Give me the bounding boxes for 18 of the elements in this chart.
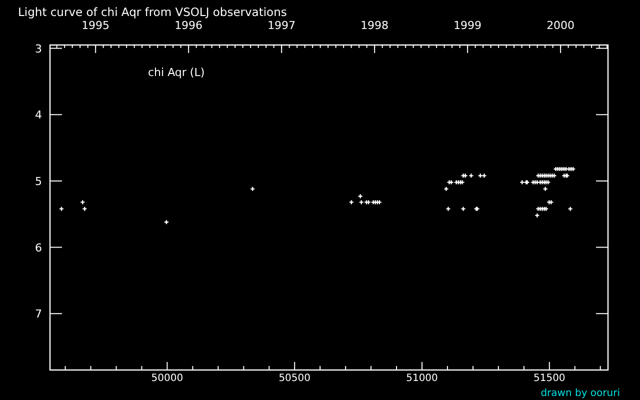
x2-tick-label: 1995	[82, 19, 110, 32]
x2-tick-label: 1996	[174, 19, 203, 32]
x2-tick-label: 1997	[268, 19, 296, 32]
x2-tick-label: 2000	[546, 19, 575, 32]
annotation: chi Aqr (L)	[148, 66, 205, 79]
x2-tick-label: 1998	[360, 19, 389, 32]
y-tick-label: 4	[35, 108, 42, 122]
y-tick-label: 3	[35, 42, 42, 56]
x-tick-label: 50000	[151, 373, 184, 384]
x-tick-label: 51000	[406, 373, 438, 384]
x-tick-label: 50500	[278, 373, 311, 384]
y-tick-label: 7	[35, 308, 42, 321]
chart-title: Light curve of chi Aqr from VSOLJ observations	[18, 5, 287, 19]
x-tick-label: 51500	[533, 373, 566, 384]
x2-tick-label: 1999	[454, 19, 482, 32]
y-tick-label: 5	[35, 174, 42, 188]
text: drawn by ooruri	[540, 388, 620, 399]
y-tick-label: 6	[35, 241, 42, 254]
